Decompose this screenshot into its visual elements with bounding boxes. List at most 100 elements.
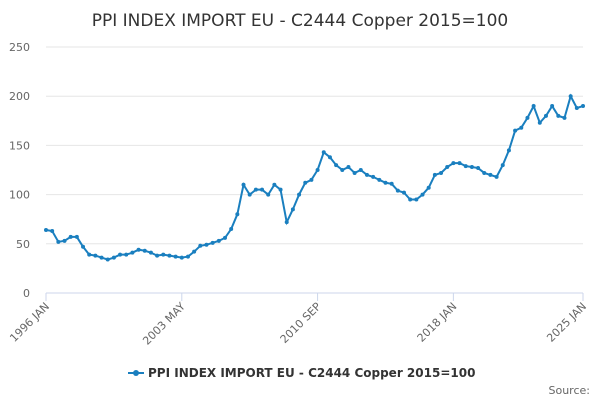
- point: [260, 187, 265, 192]
- point: [389, 181, 394, 186]
- point: [439, 170, 444, 175]
- x-tick-label: 2003 MAY: [140, 300, 188, 348]
- point: [537, 120, 542, 125]
- point: [235, 212, 240, 217]
- point: [284, 220, 289, 225]
- point: [210, 240, 215, 245]
- point: [525, 115, 530, 120]
- point: [327, 155, 332, 160]
- point: [290, 207, 295, 212]
- point: [272, 182, 277, 187]
- point: [136, 247, 141, 252]
- point: [62, 238, 67, 243]
- point: [93, 253, 98, 258]
- y-tick-label: 50: [16, 238, 30, 251]
- point: [568, 94, 573, 99]
- point: [44, 228, 48, 233]
- series-line: [45, 93, 584, 261]
- point: [278, 187, 283, 192]
- x-tick-label: 2025 JAN: [544, 300, 589, 345]
- point: [371, 174, 376, 179]
- point: [247, 192, 252, 197]
- point: [581, 104, 585, 109]
- point: [519, 125, 524, 130]
- point: [99, 255, 104, 260]
- point: [130, 250, 135, 255]
- point: [476, 166, 481, 171]
- point: [457, 161, 462, 166]
- legend-marker: [133, 370, 139, 376]
- point: [74, 234, 79, 239]
- point: [494, 174, 499, 179]
- point: [204, 242, 209, 247]
- point: [346, 165, 351, 170]
- x-tick-label: 1996 JAN: [7, 300, 52, 345]
- point: [513, 128, 518, 133]
- point: [253, 187, 258, 192]
- point: [185, 254, 190, 259]
- point: [192, 249, 197, 254]
- point: [383, 180, 388, 185]
- point: [463, 164, 468, 169]
- point: [488, 172, 493, 177]
- point: [562, 115, 567, 120]
- point: [432, 172, 437, 177]
- point: [303, 180, 308, 185]
- point: [105, 257, 110, 262]
- legend-label: PPI INDEX IMPORT EU - C2444 Copper 2015=…: [148, 366, 475, 380]
- point: [161, 252, 166, 257]
- point: [229, 227, 234, 232]
- chart-title: PPI INDEX IMPORT EU - C2444 Copper 2015=…: [92, 11, 509, 31]
- point: [56, 239, 61, 244]
- point: [148, 250, 153, 255]
- point: [266, 192, 271, 197]
- point: [408, 197, 413, 202]
- point: [315, 168, 320, 172]
- point: [50, 229, 55, 234]
- point: [216, 238, 221, 243]
- point: [543, 113, 548, 118]
- point: [142, 248, 147, 253]
- point: [321, 150, 326, 155]
- point: [414, 197, 419, 202]
- point: [87, 252, 92, 257]
- point: [340, 168, 345, 172]
- y-tick-label: 200: [9, 90, 30, 103]
- point: [241, 182, 246, 187]
- point: [173, 254, 178, 259]
- point: [179, 255, 184, 260]
- point: [531, 104, 536, 109]
- point: [352, 170, 357, 175]
- point: [506, 148, 511, 153]
- point: [556, 113, 561, 118]
- point: [223, 235, 227, 240]
- point: [198, 243, 203, 248]
- x-tick-label: 2018 JAN: [415, 300, 460, 345]
- point: [500, 163, 505, 168]
- point: [420, 192, 425, 197]
- point: [297, 192, 302, 197]
- point: [118, 252, 123, 257]
- source: Source:: [549, 384, 591, 397]
- point: [81, 244, 86, 249]
- point: [364, 172, 369, 177]
- point: [68, 234, 73, 239]
- x-tick-label: 2010 SEP: [278, 300, 324, 346]
- point: [358, 168, 363, 172]
- point: [309, 177, 314, 182]
- y-tick-label: 150: [9, 139, 30, 152]
- y-tick-label: 250: [9, 41, 30, 54]
- point: [445, 165, 450, 170]
- point: [377, 177, 382, 182]
- point: [469, 165, 474, 170]
- point: [574, 106, 579, 111]
- point: [111, 255, 116, 260]
- point: [482, 170, 487, 175]
- point: [550, 104, 555, 109]
- y-tick-label: 0: [23, 287, 30, 300]
- point: [402, 190, 406, 195]
- point: [167, 253, 172, 258]
- point: [451, 161, 456, 166]
- y-tick-label: 100: [9, 189, 30, 202]
